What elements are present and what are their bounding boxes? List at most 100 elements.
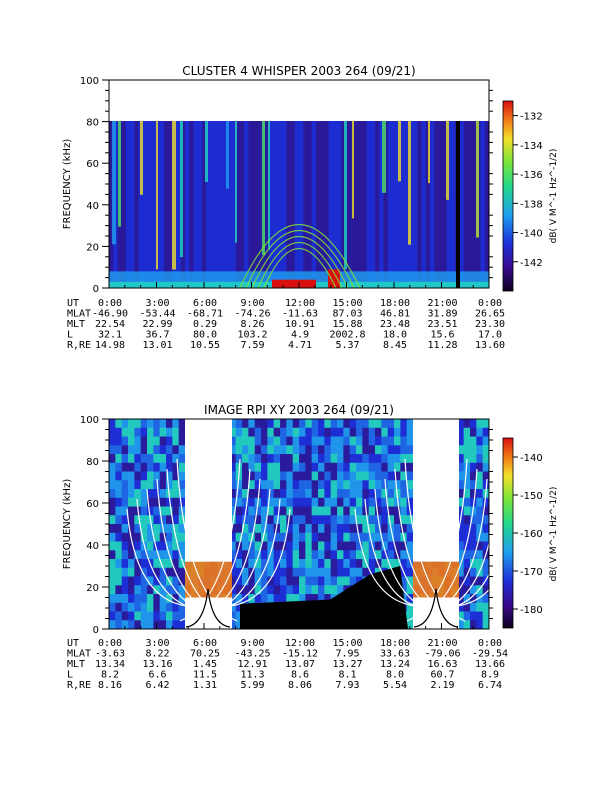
- ephemeris-value: 23.30: [475, 319, 505, 330]
- spectrogram-cell: [242, 585, 249, 595]
- spectrogram-cell: [147, 497, 154, 507]
- spectrogram-cell: [381, 550, 389, 560]
- spectrogram-cell: [476, 550, 484, 560]
- spectrogram-cell: [406, 585, 414, 595]
- spectrogram-cell: [375, 121, 380, 288]
- spectrogram-cell: [273, 515, 281, 525]
- spectrogram-cell: [269, 121, 275, 288]
- ephemeris-value: 13.07: [285, 659, 315, 670]
- ephemeris-row-label: UT: [67, 298, 79, 309]
- spectrogram-cell: [153, 471, 161, 481]
- spectrogram-cell: [400, 471, 408, 481]
- spectrogram-cell: [356, 480, 363, 490]
- spectrogram-cell: [273, 559, 281, 569]
- spectrogram-cell: [457, 532, 465, 542]
- spectrogram-cell: [324, 454, 332, 464]
- spectrogram-cell: [235, 567, 243, 577]
- spectrogram-cell: [153, 532, 161, 542]
- spectrogram-cell: [261, 489, 268, 499]
- spectrogram-cell: [115, 436, 123, 446]
- spectrogram-cell: [330, 532, 338, 542]
- spectrogram-cell: [406, 515, 414, 525]
- spectrogram-cell: [121, 524, 129, 534]
- ephemeris-table: UT 0:00 3:00 6:00 9:00 12:00 15:00 18:00 21:00 0:…: [67, 298, 505, 351]
- spectrogram-cell: [292, 550, 300, 560]
- spectrogram-cell: [343, 559, 351, 569]
- spectrogram-cell: [337, 497, 344, 507]
- ephemeris-value: 12.91: [237, 659, 267, 670]
- spectrogram-cell: [267, 462, 275, 472]
- spectrogram-cell: [457, 585, 465, 595]
- spectrogram-cell: [311, 532, 319, 542]
- spectrogram-cell: [128, 524, 135, 534]
- spectrogram-cell: [482, 541, 489, 551]
- ephemeris-value: 0:00: [478, 638, 502, 649]
- spectrogram-cell: [406, 436, 414, 446]
- spectrogram-cell: [400, 445, 408, 455]
- spectrogram-cell: [229, 462, 237, 472]
- spectrogram-cell: [128, 567, 135, 577]
- ephemeris-row-label: UT: [67, 638, 79, 649]
- spectrogram-cell: [178, 576, 186, 586]
- spectrogram-cell: [115, 506, 123, 516]
- spectrogram-cell: [172, 419, 180, 429]
- spectrogram-cell: [229, 454, 237, 464]
- plasma-curve: [189, 468, 251, 619]
- spectrogram-cell: [463, 506, 471, 516]
- spectrogram-cell: [305, 515, 313, 525]
- spectrogram-cell: [242, 471, 249, 481]
- spectrogram-cell: [242, 462, 249, 472]
- spectrogram-cell: [267, 515, 275, 525]
- spectrogram-cell: [153, 497, 161, 507]
- spectrogram-cell: [311, 419, 319, 429]
- y-axis-label: FREQUENCY (kHz): [62, 479, 73, 570]
- spectrogram-cell: [115, 445, 123, 455]
- colorbar-ticks: -132 -134 -136 -138 -140 -142: [513, 112, 543, 269]
- spectrogram-cell: [482, 594, 489, 604]
- spectrogram-cell: [239, 121, 245, 288]
- spectrogram-cell: [463, 541, 471, 551]
- spectrogram-cell: [482, 620, 489, 629]
- spectrogram-cell: [362, 532, 370, 542]
- spectrogram-cell: [311, 594, 319, 604]
- spectrogram-cell: [168, 121, 173, 288]
- y-tick-label: 20: [86, 242, 99, 253]
- chart-title: IMAGE RPI XY 2003 264 (09/21): [204, 403, 394, 417]
- spectrogram-cell: [394, 445, 401, 455]
- ephemeris-value: 15.88: [332, 319, 362, 330]
- spectrogram-cell: [387, 550, 395, 560]
- spectrogram-cell: [235, 515, 243, 525]
- spectrogram-cell: [121, 454, 129, 464]
- ephemeris-value: 70.25: [190, 649, 220, 660]
- spectrogram-cell: [459, 121, 465, 288]
- spectrogram-cell: [406, 462, 414, 472]
- spectrogram-cell: [248, 427, 256, 437]
- spectrogram-cell: [134, 436, 142, 446]
- spectrogram-cell: [381, 524, 389, 534]
- spectrogram-cell: [318, 462, 325, 472]
- spectrogram-cell: [134, 427, 142, 437]
- spectrogram-cell: [280, 532, 287, 542]
- spectrogram-cell: [349, 419, 357, 429]
- ephemeris-value: -46.90: [92, 309, 128, 320]
- spectrogram-cell: [121, 121, 127, 288]
- spectrogram-cell: [324, 567, 332, 577]
- colorbar-scale: [502, 437, 514, 629]
- spectrogram-cell: [438, 121, 444, 288]
- spectrogram-cell: [318, 480, 325, 490]
- spectrogram-cell: [248, 462, 256, 472]
- spectrogram-cell: [400, 559, 408, 569]
- spectrogram-cell: [457, 436, 465, 446]
- y-tick-label: 0: [93, 284, 99, 295]
- spectrogram-cell: [166, 454, 173, 464]
- spectrogram-cell: [248, 445, 256, 455]
- spectrogram-cell: [362, 541, 370, 551]
- spectrogram-cell: [229, 436, 237, 446]
- spectrogram-cell: [159, 497, 167, 507]
- spectrogram-cell: [332, 121, 338, 288]
- spectrogram-cell: [315, 121, 321, 288]
- spectrogram-cell: [261, 427, 268, 437]
- spectrogram-cell: [324, 480, 332, 490]
- spectrogram-cell: [476, 454, 484, 464]
- spectrogram-cell: [128, 506, 135, 516]
